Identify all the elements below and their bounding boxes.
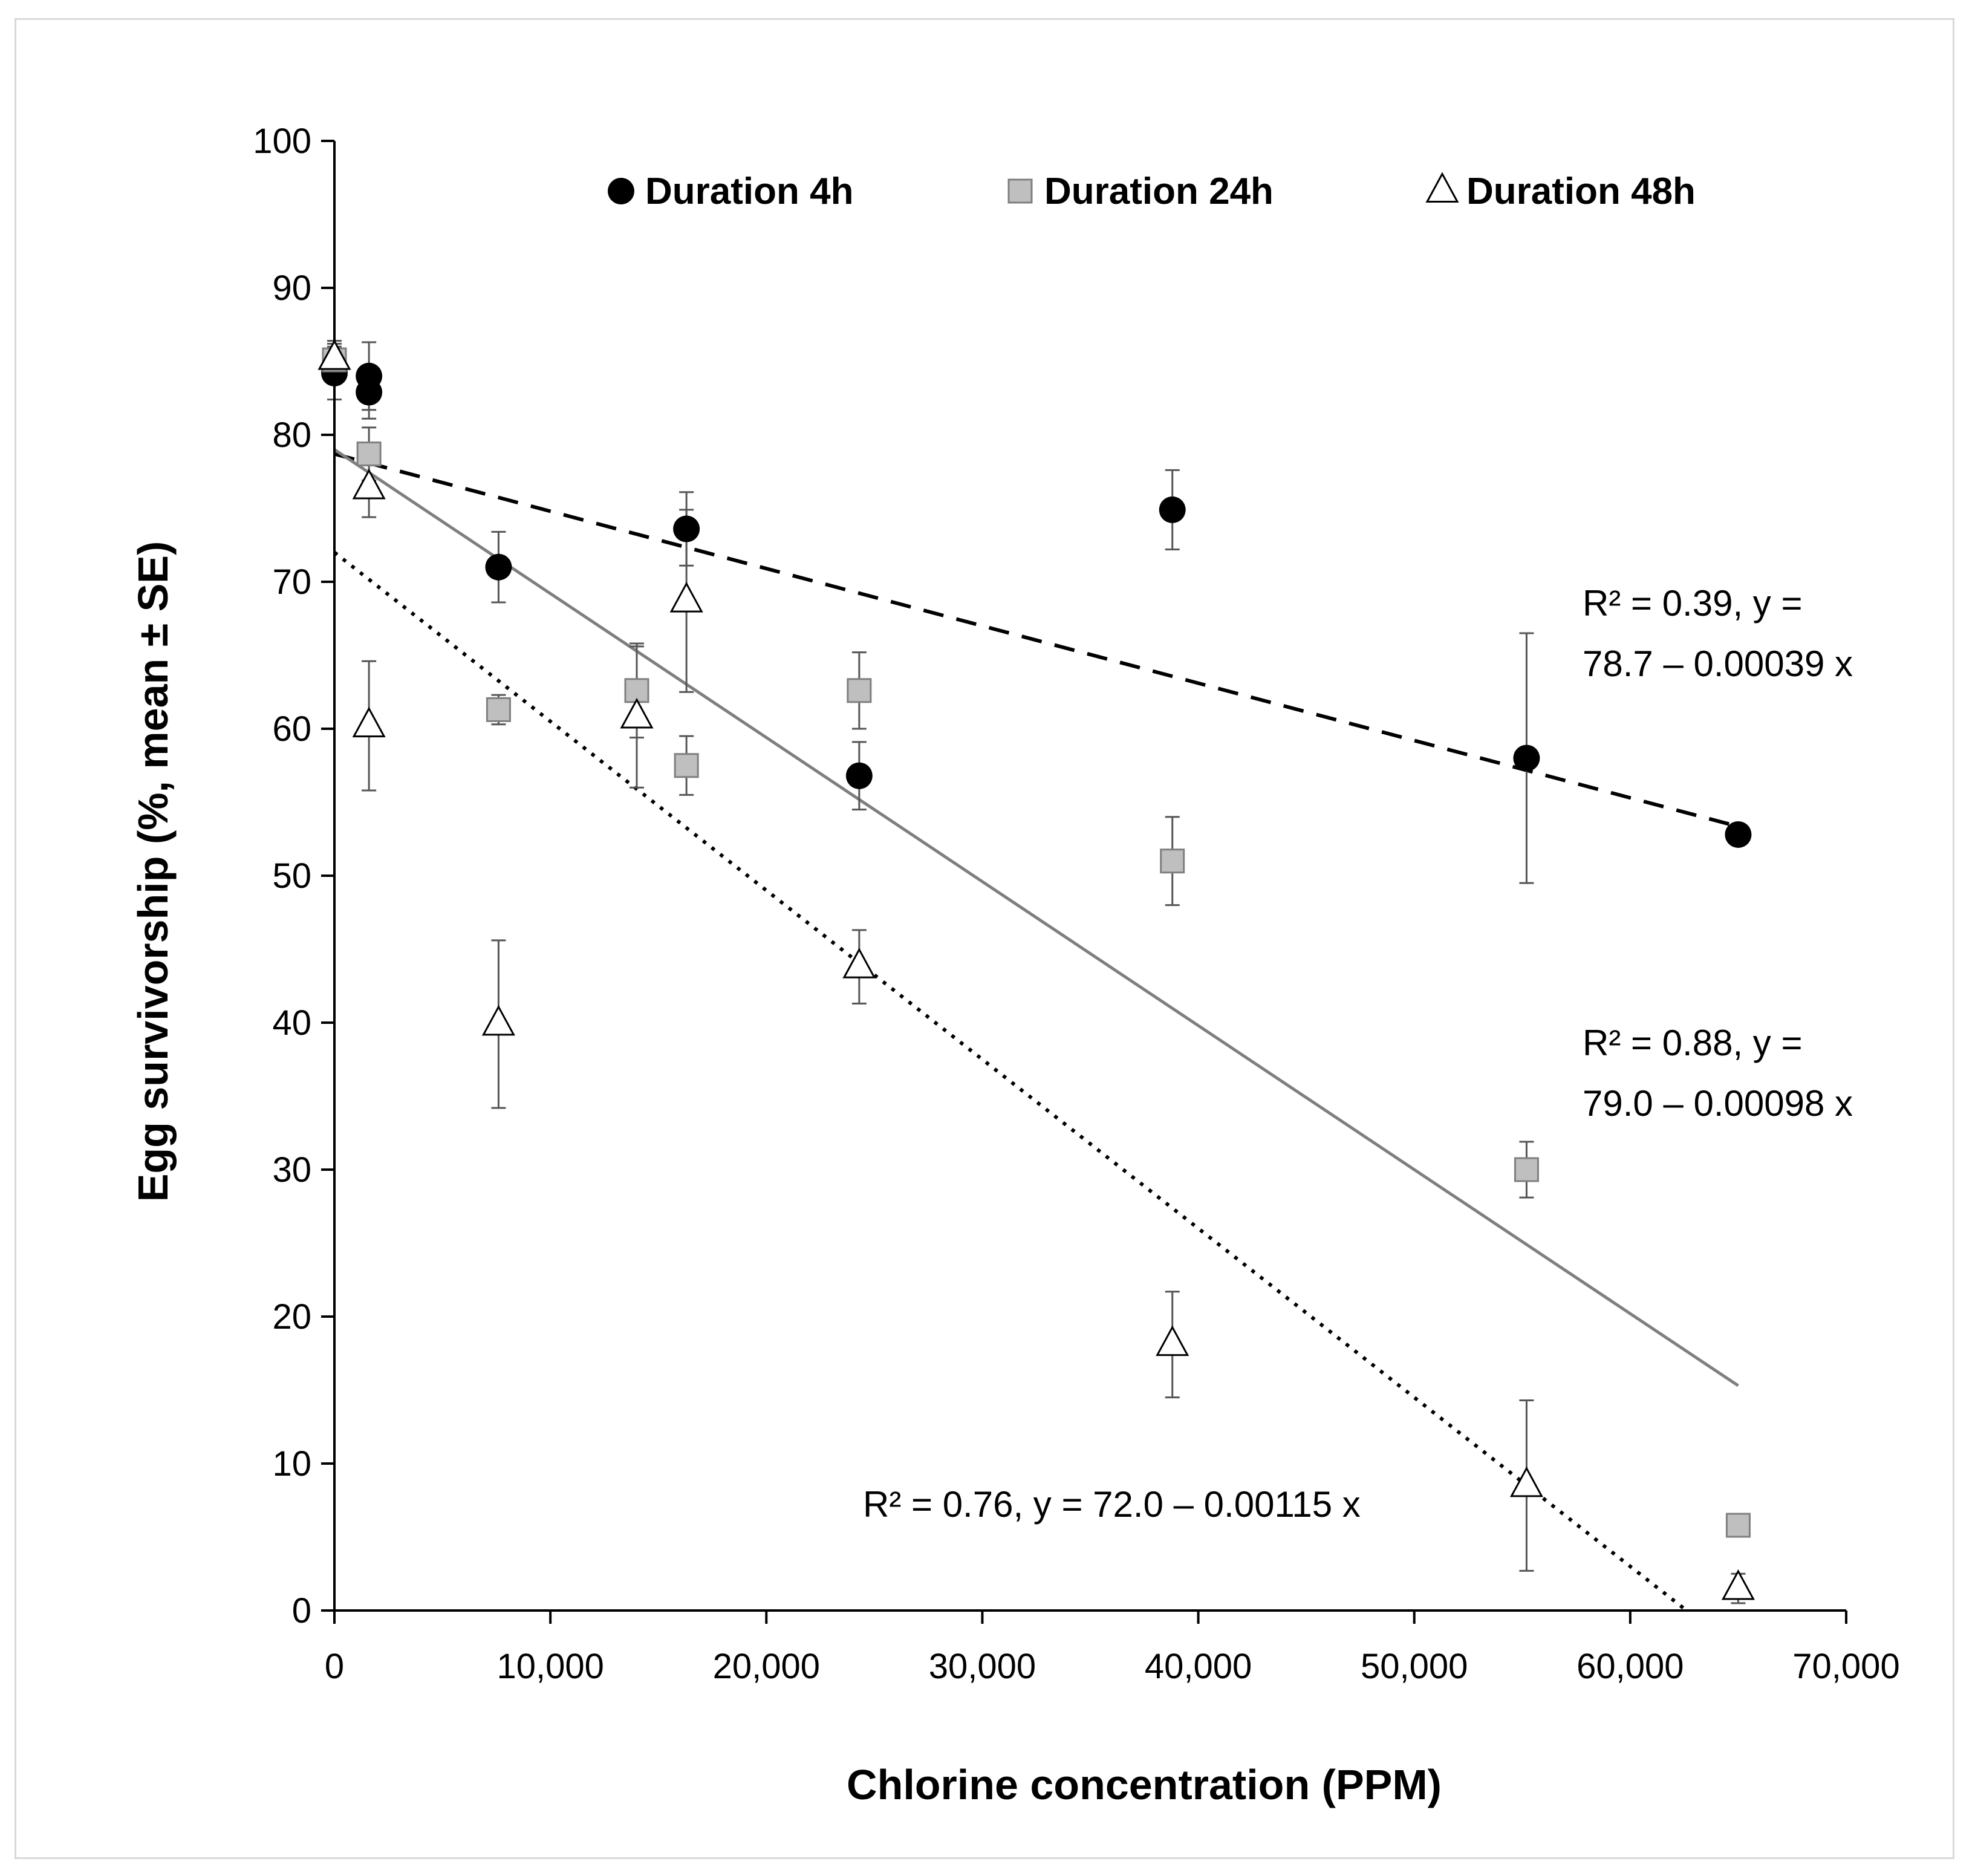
legend-label: Duration 4h — [645, 171, 853, 212]
point-duration-24h — [356, 441, 382, 467]
x-tick-label: 40,000 — [1145, 1647, 1252, 1686]
point-duration-4h — [673, 515, 700, 542]
y-tick-label: 30 — [272, 1150, 311, 1190]
y-tick-label: 10 — [272, 1444, 311, 1484]
axes — [333, 141, 1846, 1612]
trendlines — [333, 448, 1739, 1612]
point-duration-24h — [1160, 848, 1185, 874]
y-tick-label: 20 — [272, 1297, 311, 1337]
x-tick-label: 20,000 — [713, 1647, 820, 1686]
annotation-4h-line2: 78.7 – 0.00039 x — [1583, 643, 1853, 684]
point-duration-48h — [842, 947, 876, 979]
point-duration-4h — [1159, 496, 1186, 523]
point-duration-4h — [1725, 821, 1752, 848]
point-duration-48h — [1156, 1325, 1189, 1357]
y-tick-label: 100 — [253, 122, 311, 161]
point-duration-4h — [356, 379, 383, 406]
regression-annotations: R² = 0.39, y = 78.7 – 0.00039 x R² = 0.8… — [863, 583, 1853, 1525]
error-bars — [327, 339, 1746, 1604]
point-duration-24h — [1514, 1157, 1539, 1182]
trendline-duration-4h — [334, 452, 1739, 829]
trendline-duration-24h — [333, 448, 1739, 1387]
y-tick-label: 50 — [272, 856, 311, 896]
point-duration-48h — [352, 706, 386, 738]
point-duration-48h — [669, 581, 703, 613]
y-tick-label: 0 — [292, 1591, 311, 1630]
point-duration-24h — [847, 678, 872, 703]
data-points — [317, 339, 1755, 1600]
point-duration-48h — [1721, 1569, 1755, 1600]
y-tick-label: 90 — [272, 269, 311, 308]
annotation-48h-line1: R² = 0.76, y = 72.0 – 0.00115 x — [863, 1484, 1361, 1525]
y-tick-label: 60 — [272, 709, 311, 749]
annotation-24h-line1: R² = 0.88, y = — [1583, 1023, 1803, 1063]
point-duration-48h — [620, 697, 654, 729]
y-tick-label: 70 — [272, 562, 311, 602]
legend-marker-duration-4h — [608, 178, 634, 204]
scatter-chart: 0 10 20 30 40 50 60 70 80 90 100 0 10,000 20,000 30,00… — [129, 122, 1900, 1808]
x-tick-label: 0 — [325, 1647, 344, 1686]
trendline-duration-48h — [333, 551, 1688, 1612]
point-duration-24h — [486, 697, 511, 722]
y-tick-label: 80 — [272, 415, 311, 455]
point-duration-48h — [317, 339, 351, 370]
legend-label: Duration 24h — [1044, 171, 1274, 212]
annotation-4h-line1: R² = 0.39, y = — [1583, 583, 1803, 624]
point-duration-48h — [1509, 1466, 1543, 1497]
tick-labels: 0 10 20 30 40 50 60 70 80 90 100 0 10,000 20,000 30,00… — [253, 122, 1899, 1686]
legend-label: Duration 48h — [1466, 171, 1696, 212]
x-tick-label: 10,000 — [496, 1647, 604, 1686]
legend-marker-duration-48h — [1425, 172, 1459, 203]
point-duration-48h — [352, 468, 386, 500]
figure-frame: 0 10 20 30 40 50 60 70 80 90 100 0 10,000 20,000 30,00… — [15, 18, 1954, 1859]
x-tick-label: 30,000 — [929, 1647, 1036, 1686]
point-duration-4h — [1513, 744, 1540, 772]
x-tick-label: 50,000 — [1361, 1647, 1468, 1686]
point-duration-48h — [481, 1005, 515, 1036]
y-tick-label: 40 — [272, 1003, 311, 1043]
point-duration-4h — [845, 762, 873, 789]
annotation-24h-line2: 79.0 – 0.00098 x — [1583, 1083, 1853, 1124]
legend-marker-duration-24h — [1007, 178, 1033, 204]
y-axis-title: Egg survivorship (%, mean ± SE) — [129, 541, 177, 1202]
point-duration-4h — [485, 553, 512, 581]
point-duration-24h — [674, 753, 699, 778]
x-axis-title: Chlorine concentration (PPM) — [847, 1761, 1442, 1808]
x-tick-label: 60,000 — [1576, 1647, 1684, 1686]
point-duration-24h — [1725, 1513, 1751, 1538]
legend: Duration 4h Duration 24h Duration 48h — [608, 171, 1696, 212]
x-tick-label: 70,000 — [1792, 1647, 1899, 1686]
